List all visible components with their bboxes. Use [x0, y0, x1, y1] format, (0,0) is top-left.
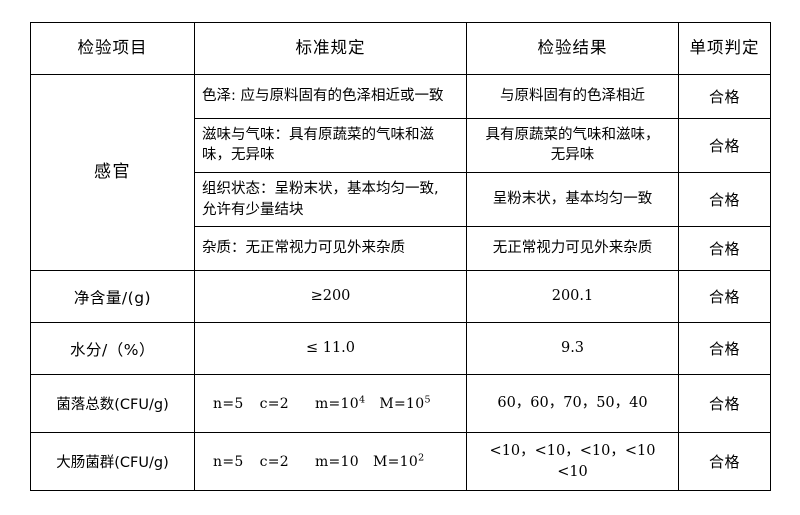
coliform-result-line1: <10，<10，<10，<10: [489, 443, 656, 459]
cell-standard-aerobic-count: n=5 c=2 m=104 M=105: [194, 374, 467, 434]
aerobic-M-exponent: 5: [424, 393, 431, 405]
aerobic-M-value: M=105: [379, 393, 431, 412]
table-row-sensory-impurity: 杂质：无正常视力可见外来杂质 无正常视力可见外来杂质 合格: [31, 226, 771, 272]
cell-item-coliform: 大肠菌群(CFU/g): [30, 432, 195, 492]
cell-verdict-taste: 合格: [678, 117, 771, 173]
verdict-text-texture: 合格: [708, 191, 740, 209]
item-label-net-content: 净含量/(g): [73, 288, 152, 307]
table-row-net-content: 净含量/(g) ≥200 200.1 合格: [30, 270, 771, 324]
header-cell-standard: 标准规定: [194, 22, 467, 75]
cell-verdict-coliform: 合格: [678, 432, 771, 492]
row-label-sensory: 感官: [30, 73, 195, 272]
table-row-coliform: 大肠菌群(CFU/g) n=5 c=2 m=10 M=102 <10，<10，<10，…: [30, 432, 771, 492]
standard-text-texture: 组织状态：呈粉末状，基本均匀一致, 允许有少量结块: [195, 173, 466, 226]
result-taste-line2: 无异味: [550, 147, 595, 164]
verdict-text-moisture: 合格: [708, 340, 740, 359]
aerobic-m-exponent: 4: [358, 393, 366, 405]
table-row-sensory-taste: 滋味与气味：具有原蔬菜的气味和滋 味，无异味 具有原蔬菜的气味和滋味， 无异味 …: [31, 117, 771, 173]
coliform-M-value: M=102: [372, 451, 425, 470]
cell-standard-texture: 组织状态：呈粉末状，基本均匀一致, 允许有少量结块: [194, 171, 467, 228]
header-cell-result: 检验结果: [466, 22, 679, 75]
table-row-aerobic-count: 菌落总数(CFU/g) n=5 c=2 m=104 M=105 60，60，70，50…: [30, 374, 771, 434]
header-label-verdict: 单项判定: [689, 38, 760, 57]
result-text-color: 与原料固有的色泽相近: [500, 87, 645, 104]
inspection-table-wrapper: 检验项目 标准规定 检验结果 单项判定 感官: [30, 22, 771, 492]
standard-texture-line1: 组织状态：呈粉末状，基本均匀一致,: [202, 180, 439, 197]
coliform-result-line2: <10: [557, 463, 588, 480]
cell-result-texture: 呈粉末状，基本均匀一致: [466, 171, 679, 228]
aerobic-m-value: m=104: [314, 393, 366, 412]
coliform-n-value: n=5: [213, 453, 244, 470]
cell-verdict-net-content: 合格: [678, 270, 771, 324]
header-label-result: 检验结果: [537, 38, 608, 57]
cell-verdict-color: 合格: [678, 73, 771, 119]
cell-result-aerobic-count: 60，60，70，50，40: [466, 374, 679, 434]
item-label-aerobic-count: 菌落总数(CFU/g): [56, 397, 169, 414]
standard-taste-line2: 味，无异味: [202, 147, 275, 164]
verdict-text-net-content: 合格: [708, 288, 740, 307]
result-text-coliform: <10，<10，<10，<10 <10: [467, 435, 678, 488]
cell-item-net-content: 净含量/(g): [30, 270, 195, 324]
table-header-row: 检验项目 标准规定 检验结果 单项判定: [30, 22, 771, 75]
standard-taste-line1: 滋味与气味：具有原蔬菜的气味和滋: [202, 126, 434, 143]
cell-item-moisture: 水分/（%）: [30, 322, 195, 376]
result-text-net-content: 200.1: [551, 288, 594, 305]
cell-standard-net-content: ≥200: [194, 270, 467, 324]
standard-text-impurity: 杂质：无正常视力可见外来杂质: [202, 240, 405, 257]
coliform-c-value: c=2: [259, 453, 289, 470]
cell-standard-color: 色泽: 应与原料固有的色泽相近或一致: [194, 73, 467, 119]
header-label-standard: 标准规定: [295, 38, 366, 57]
result-text-texture: 呈粉末状，基本均匀一致: [492, 191, 653, 208]
cell-standard-coliform: n=5 c=2 m=10 M=102: [194, 432, 467, 492]
inspection-results-table: 检验项目 标准规定 检验结果 单项判定 感官: [30, 22, 771, 492]
aerobic-c-value: c=2: [259, 395, 289, 412]
cell-verdict-impurity: 合格: [678, 226, 771, 272]
item-label-coliform: 大肠菌群(CFU/g): [56, 455, 169, 472]
standard-text-color: 色泽: 应与原料固有的色泽相近或一致: [202, 87, 444, 104]
table-row-sensory-texture: 组织状态：呈粉末状，基本均匀一致, 允许有少量结块 呈粉末状，基本均匀一致 合格: [31, 171, 771, 228]
table-row-sensory-color: 感官 色泽: 应与原料固有的色泽相近或一致 与原料固有的色泽相近 合格: [30, 73, 771, 272]
result-text-aerobic-count: 60，60，70，50，40: [497, 395, 648, 412]
cell-standard-taste: 滋味与气味：具有原蔬菜的气味和滋 味，无异味: [194, 117, 467, 173]
cell-standard-impurity: 杂质：无正常视力可见外来杂质: [194, 226, 467, 272]
header-label-item: 检验项目: [77, 38, 148, 57]
result-taste-line1: 具有原蔬菜的气味和滋味，: [485, 126, 660, 143]
verdict-text-aerobic-count: 合格: [708, 395, 740, 414]
standard-text-aerobic-count: n=5 c=2 m=104 M=105: [195, 386, 466, 422]
cell-verdict-texture: 合格: [678, 171, 771, 228]
cell-result-moisture: 9.3: [466, 322, 679, 376]
result-text-impurity: 无正常视力可见外来杂质: [492, 240, 653, 257]
aerobic-n-value: n=5: [213, 395, 244, 412]
cell-standard-moisture: ≤ 11.0: [194, 322, 467, 376]
cell-verdict-aerobic-count: 合格: [678, 374, 771, 434]
header-cell-item: 检验项目: [30, 22, 195, 75]
table-row-moisture: 水分/（%） ≤ 11.0 9.3 合格: [30, 322, 771, 376]
standard-text-taste: 滋味与气味：具有原蔬菜的气味和滋 味，无异味: [195, 119, 466, 172]
standard-texture-line2: 允许有少量结块: [202, 201, 304, 218]
sensory-label-text: 感官: [94, 161, 131, 182]
coliform-M-exponent: 2: [418, 451, 425, 463]
verdict-text-taste: 合格: [708, 136, 740, 155]
item-label-moisture: 水分/（%）: [70, 340, 155, 359]
header-cell-verdict: 单项判定: [678, 22, 771, 75]
cell-result-taste: 具有原蔬菜的气味和滋味， 无异味: [466, 117, 679, 173]
result-text-moisture: 9.3: [560, 340, 585, 357]
cell-result-coliform: <10，<10，<10，<10 <10: [466, 432, 679, 492]
cell-result-impurity: 无正常视力可见外来杂质: [466, 226, 679, 272]
coliform-m-value: m=10: [314, 453, 359, 470]
result-text-taste: 具有原蔬菜的气味和滋味， 无异味: [467, 119, 678, 172]
standard-text-coliform: n=5 c=2 m=10 M=102: [195, 444, 466, 480]
standard-text-net-content: ≥200: [310, 288, 351, 305]
standard-text-moisture: ≤ 11.0: [305, 340, 356, 357]
cell-verdict-moisture: 合格: [678, 322, 771, 376]
cell-result-net-content: 200.1: [466, 270, 679, 324]
cell-result-color: 与原料固有的色泽相近: [466, 73, 679, 119]
verdict-text-coliform: 合格: [708, 453, 740, 472]
verdict-text-color: 合格: [708, 87, 740, 106]
verdict-text-impurity: 合格: [708, 240, 740, 259]
cell-item-aerobic-count: 菌落总数(CFU/g): [30, 374, 195, 434]
